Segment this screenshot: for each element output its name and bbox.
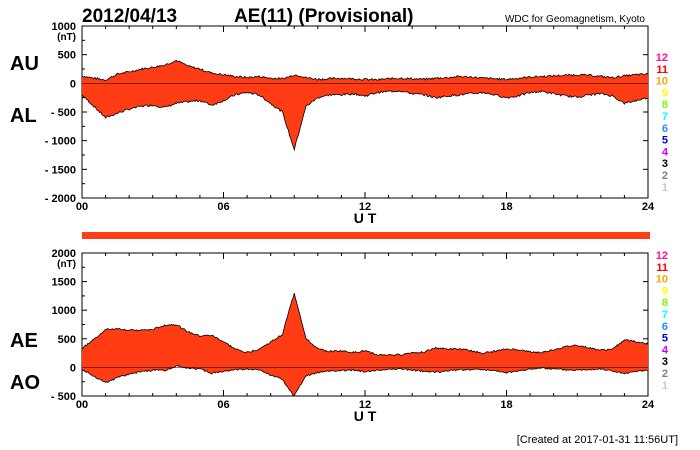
unit-label: (nT) bbox=[57, 32, 76, 43]
station-legend-item: 2 bbox=[662, 368, 668, 380]
au-al-panel: 1000 500 0 - 500 - 1000 - 1500 - 2000 (nT) 00 06 1… bbox=[10, 21, 655, 226]
x-tick-label: 00 bbox=[76, 399, 88, 411]
station-legend-item: 9 bbox=[662, 87, 668, 99]
series-line-au bbox=[81, 59, 649, 81]
x-tick-label: 12 bbox=[359, 201, 371, 213]
y-tick-label: 0 bbox=[70, 78, 76, 90]
x-axis-label: U T bbox=[354, 408, 377, 424]
y-tick-label: 0 bbox=[70, 362, 76, 374]
x-axis-label: U T bbox=[354, 210, 377, 226]
station-legend-item: 5 bbox=[662, 135, 668, 147]
series-line-ae bbox=[81, 292, 649, 356]
y-tick-label: - 500 bbox=[51, 391, 76, 403]
x-tick-label: 06 bbox=[217, 201, 229, 213]
station-legend-item: 7 bbox=[662, 309, 668, 321]
station-legend-item: 4 bbox=[662, 344, 669, 356]
x-tick-label: 24 bbox=[642, 201, 655, 213]
x-tick-label: 06 bbox=[217, 399, 229, 411]
y-tick-label: 500 bbox=[58, 334, 76, 346]
plot-frame bbox=[81, 252, 649, 397]
y-tick-label: 500 bbox=[58, 50, 76, 62]
y-tick-label: 1500 bbox=[52, 277, 76, 289]
station-bar bbox=[82, 232, 650, 239]
series-line-ao bbox=[81, 364, 649, 396]
station-legend-item: 2 bbox=[662, 170, 668, 182]
y-tick-label: 1000 bbox=[52, 21, 76, 33]
station-legend-item: 3 bbox=[662, 356, 668, 368]
station-legend-item: 1 bbox=[662, 182, 668, 194]
y-tick-label: 1000 bbox=[52, 305, 76, 317]
station-legend-item: 6 bbox=[662, 123, 668, 135]
lower-series-label: AO bbox=[10, 372, 40, 394]
ae-ao-panel: 2000 1500 1000 500 0 - 500 (nT) 00 06 12 18 24 U T AE… bbox=[10, 248, 655, 424]
lower-series-label: AL bbox=[10, 105, 37, 127]
station-legend-item: 3 bbox=[662, 158, 668, 170]
x-tick-label: 24 bbox=[642, 399, 655, 411]
station-legend-item: 8 bbox=[662, 297, 668, 309]
x-tick-label: 12 bbox=[359, 399, 371, 411]
station-legend-item: 6 bbox=[662, 321, 668, 333]
station-legend-item: 12 bbox=[656, 250, 668, 262]
series-fill-au-al bbox=[82, 60, 648, 150]
y-tick-label: - 2000 bbox=[45, 193, 76, 205]
y-tick-label: 2000 bbox=[52, 248, 76, 260]
station-legend-item: 10 bbox=[656, 76, 668, 88]
x-tick-label: 18 bbox=[500, 399, 512, 411]
station-legend-item: 7 bbox=[662, 111, 668, 123]
station-legend-item: 5 bbox=[662, 333, 668, 345]
upper-series-label: AU bbox=[10, 53, 39, 75]
station-legend-item: 12 bbox=[656, 52, 668, 64]
station-legend-item: 9 bbox=[662, 285, 668, 297]
x-tick-label: 00 bbox=[76, 201, 88, 213]
source-label: WDC for Geomagnetism, Kyoto bbox=[505, 14, 645, 25]
unit-label: (nT) bbox=[57, 259, 76, 270]
station-legend-item: 11 bbox=[656, 64, 668, 76]
y-tick-label: - 500 bbox=[51, 107, 76, 119]
y-tick-label: - 1000 bbox=[45, 136, 76, 148]
y-tick-label: - 1500 bbox=[45, 164, 76, 176]
x-tick-label: 18 bbox=[500, 201, 512, 213]
created-label: [Created at 2017-01-31 11:56UT] bbox=[517, 434, 678, 446]
station-legend-item: 1 bbox=[662, 380, 668, 392]
station-legend-item: 10 bbox=[656, 274, 668, 286]
station-legend-item: 8 bbox=[662, 99, 668, 111]
series-fill-ae-ao bbox=[82, 293, 648, 396]
upper-series-label: AE bbox=[10, 330, 38, 352]
station-legend-item: 4 bbox=[662, 146, 669, 158]
plot-frame bbox=[81, 25, 649, 199]
chart-title: AE(11) (Provisional) bbox=[234, 6, 414, 27]
station-legend-item: 11 bbox=[656, 262, 668, 274]
date-label: 2012/04/13 bbox=[82, 6, 177, 27]
series-line-al bbox=[81, 89, 649, 152]
